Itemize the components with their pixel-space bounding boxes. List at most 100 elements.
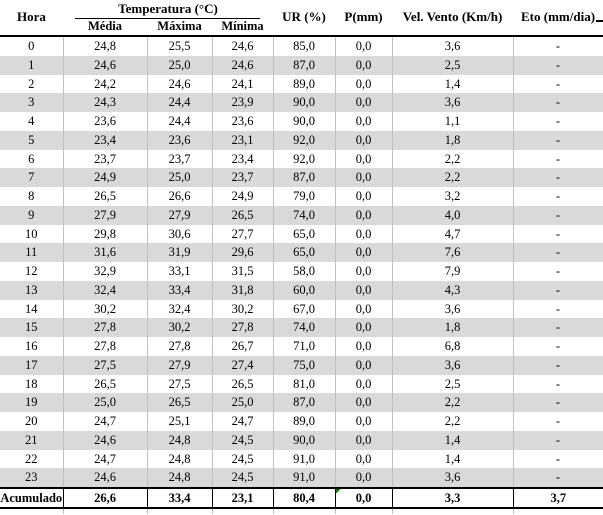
temp-minima-cell[interactable]: 24,5 [212,449,274,469]
eto-cell[interactable]: - [513,299,603,319]
vel-vento-cell[interactable]: 3,6 [392,93,514,112]
eto-cell[interactable]: - [513,168,603,187]
p-cell[interactable]: 0,0 [335,205,393,225]
temp-minima-cell[interactable]: 23,1 [212,130,274,150]
temp-maxima-cell[interactable]: 24,8 [147,430,213,450]
temp-maxima-cell[interactable]: 23,7 [147,149,213,169]
temp-maxima-cell[interactable]: 31,9 [147,243,213,262]
ur-cell[interactable]: 92,0 [273,149,336,169]
col-header-media[interactable]: Média [63,19,147,36]
hora-cell[interactable]: 2 [0,74,64,94]
eto-cell[interactable]: - [513,393,603,412]
hora-cell[interactable]: 6 [0,149,64,169]
ur-cell[interactable]: 75,0 [273,355,336,375]
eto-cell[interactable]: - [513,449,603,469]
hora-cell[interactable]: 11 [0,243,64,262]
ur-cell[interactable]: 74,0 [273,205,336,225]
temp-minima-cell[interactable]: 23,7 [212,168,274,187]
vel-vento-cell[interactable]: 4,3 [392,280,514,300]
vel-vento-cell[interactable]: 2,2 [392,168,514,187]
temp-maxima-cell[interactable]: 25,1 [147,412,213,431]
p-cell[interactable]: 0,0 [335,224,393,244]
temp-minima-cell[interactable]: 27,4 [212,355,274,375]
ur-cell[interactable]: 87,0 [273,168,336,187]
ur-cell[interactable]: 87,0 [273,393,336,412]
temp-maxima-cell[interactable]: 32,4 [147,299,213,319]
eto-cell[interactable]: - [513,55,603,75]
temp-minima-cell[interactable]: 24,5 [212,430,274,450]
p-cell[interactable]: 0,0 [335,374,393,394]
acumulado-ur-cell[interactable]: 80,4 [273,487,336,509]
temp-minima-cell[interactable]: 24,9 [212,187,274,206]
temp-media-cell[interactable]: 29,8 [63,224,148,244]
p-cell[interactable]: 0,0 [335,468,393,488]
temp-media-cell[interactable]: 27,9 [63,205,148,225]
temp-media-cell[interactable]: 27,8 [63,318,148,337]
hora-cell[interactable]: 23 [0,468,64,488]
hora-cell[interactable]: 10 [0,224,64,244]
temp-maxima-cell[interactable]: 26,6 [147,187,213,206]
col-header-minima[interactable]: Mínima [212,19,274,36]
hora-cell[interactable]: 1 [0,55,64,75]
p-cell[interactable]: 0,0 [335,337,393,356]
ur-cell[interactable]: 90,0 [273,93,336,112]
temp-maxima-cell[interactable]: 30,6 [147,224,213,244]
temp-media-cell[interactable]: 32,9 [63,262,148,281]
acumulado-maxima-cell[interactable]: 33,4 [147,487,213,509]
temp-media-cell[interactable]: 24,9 [63,168,148,187]
acumulado-minima-cell[interactable]: 23,1 [212,487,274,509]
vel-vento-cell[interactable]: 1,4 [392,430,514,450]
col-header-temperatura-group[interactable]: Temperatura (°C) [63,0,274,19]
temp-minima-cell[interactable]: 30,2 [212,299,274,319]
temp-minima-cell[interactable]: 23,6 [212,112,274,131]
vel-vento-cell[interactable]: 1,8 [392,130,514,150]
hora-cell[interactable]: 20 [0,412,64,431]
p-cell[interactable]: 0,0 [335,243,393,262]
vel-vento-cell[interactable]: 4,0 [392,205,514,225]
ur-cell[interactable]: 67,0 [273,299,336,319]
p-cell[interactable]: 0,0 [335,412,393,431]
ur-cell[interactable]: 79,0 [273,187,336,206]
temp-media-cell[interactable]: 23,7 [63,149,148,169]
p-cell[interactable]: 0,0 [335,112,393,131]
ur-cell[interactable]: 81,0 [273,374,336,394]
temp-maxima-cell[interactable]: 33,4 [147,280,213,300]
temp-minima-cell[interactable]: 27,7 [212,224,274,244]
temp-maxima-cell[interactable]: 25,5 [147,36,213,56]
vel-vento-cell[interactable]: 3,6 [392,299,514,319]
vel-vento-cell[interactable]: 3,6 [392,355,514,375]
vel-vento-cell[interactable]: 1,1 [392,112,514,131]
ur-cell[interactable]: 87,0 [273,55,336,75]
temp-media-cell[interactable]: 27,5 [63,355,148,375]
vel-vento-cell[interactable]: 2,5 [392,374,514,394]
temp-media-cell[interactable]: 24,3 [63,93,148,112]
temp-media-cell[interactable]: 24,7 [63,449,148,469]
p-cell[interactable]: 0,0 [335,36,393,56]
eto-cell[interactable]: - [513,112,603,131]
p-cell[interactable]: 0,0 [335,149,393,169]
col-header-hora[interactable]: Hora [0,0,63,36]
hora-cell[interactable]: 13 [0,280,64,300]
temp-minima-cell[interactable]: 24,6 [212,36,274,56]
col-header-vel-vento[interactable]: Vel. Vento (Km/h) [392,0,514,36]
vel-vento-cell[interactable]: 2,5 [392,55,514,75]
temp-minima-cell[interactable]: 25,0 [212,393,274,412]
col-header-p[interactable]: P(mm) [335,0,393,36]
hora-cell[interactable]: 22 [0,449,64,469]
ur-cell[interactable]: 90,0 [273,112,336,131]
temp-minima-cell[interactable]: 24,1 [212,74,274,94]
eto-cell[interactable]: - [513,224,603,244]
temp-media-cell[interactable]: 24,6 [63,430,148,450]
ur-cell[interactable]: 65,0 [273,224,336,244]
temp-maxima-cell[interactable]: 25,0 [147,168,213,187]
hora-cell[interactable]: 5 [0,130,64,150]
eto-cell[interactable]: - [513,430,603,450]
p-cell[interactable]: 0,0 [335,393,393,412]
temp-minima-cell[interactable]: 26,7 [212,337,274,356]
acumulado-eto-cell[interactable]: 3,7 [513,487,603,509]
temp-media-cell[interactable]: 24,6 [63,55,148,75]
ur-cell[interactable]: 60,0 [273,280,336,300]
acumulado-media-cell[interactable]: 26,6 [63,487,148,509]
temp-media-cell[interactable]: 26,5 [63,374,148,394]
p-cell[interactable]: 0,0 [335,318,393,337]
